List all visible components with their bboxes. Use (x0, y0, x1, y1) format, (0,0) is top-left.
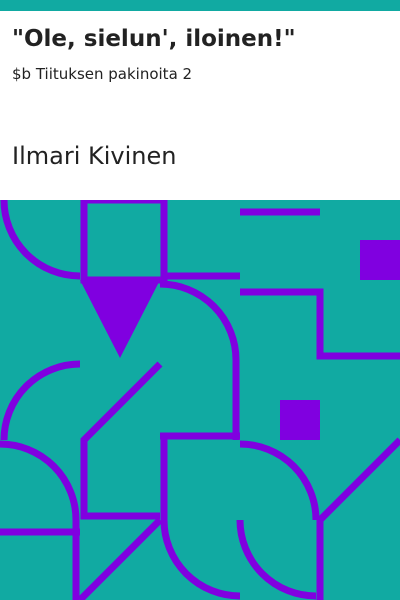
pattern-arc-left-mid (0, 360, 81, 441)
pattern-diagonal-2 (316, 437, 400, 600)
pattern-background (0, 200, 400, 600)
decorative-pattern (0, 200, 400, 600)
pattern-arc-lower-left (0, 440, 80, 600)
pattern-square-outline (80, 200, 168, 284)
pattern-arc-bottom-right (236, 519, 317, 600)
pattern-triangle (80, 280, 160, 358)
top-accent-strip (0, 0, 400, 11)
book-author: Ilmari Kivinen (12, 142, 177, 170)
book-title: "Ole, sielun', iloinen!" (12, 26, 296, 52)
pattern-diagonal-3 (77, 517, 163, 600)
pattern-fills (80, 240, 400, 440)
pattern-diagonal-1 (80, 361, 163, 520)
pattern-arc-top-left (0, 200, 81, 280)
pattern-arc-bottom-mid (160, 519, 241, 600)
pattern-arc-center-bottom (239, 440, 320, 521)
pattern-strokes (0, 200, 400, 600)
pattern-arc-center (159, 280, 240, 440)
pattern-square-right (360, 240, 400, 280)
pattern-bracket-right (240, 288, 400, 360)
pattern-square-center (280, 400, 320, 440)
book-subtitle: $b Tiituksen pakinoita 2 (12, 65, 193, 83)
